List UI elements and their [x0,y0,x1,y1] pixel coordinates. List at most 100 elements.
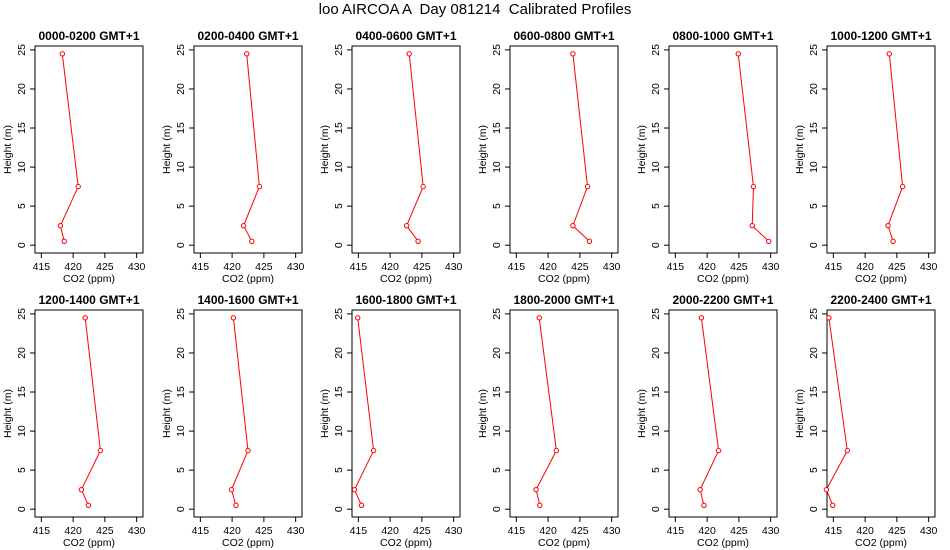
panel-title: 1600-1800 GMT+1 [355,293,456,307]
x-axis-label: CO2 (ppm) [222,273,274,285]
x-tick-label: 425 [888,525,906,537]
y-axis-label: Height (m) [319,389,331,438]
data-point [715,447,722,454]
x-tick-label: 430 [287,261,305,273]
panel: 1600-1800 GMT+1 415 420 425 430 0 5 10 15 20 25 CO2… [319,293,463,549]
y-tick-label: 20 [650,83,662,95]
y-tick-label: 5 [333,203,345,209]
x-tick-label: 420 [856,525,874,537]
data-point [75,183,81,190]
x-tick-label: 420 [381,525,399,537]
x-tick-label: 420 [381,261,399,273]
data-point [570,51,576,57]
profile-line [80,317,101,506]
y-tick-label: 25 [333,308,345,320]
y-axis-label: Height (m) [794,389,806,438]
plot-frame [351,309,461,518]
y-tick-label: 0 [650,242,662,248]
y-tick-label: 15 [16,122,28,134]
x-tick-label: 420 [539,261,557,273]
y-tick-label: 15 [333,386,345,398]
x-tick-label: 415 [350,261,368,273]
y-tick-label: 25 [650,308,662,320]
data-point [826,315,832,321]
y-tick-label: 20 [333,83,345,95]
y-tick-label: 10 [333,425,345,437]
data-point [415,238,421,244]
y-tick-label: 5 [175,203,187,209]
x-tick-label: 425 [255,261,273,273]
panel-title: 1400-1600 GMT+1 [197,293,298,307]
profile-line [887,53,904,242]
profile-line [535,317,557,506]
panel: 1200-1400 GMT+1 415 420 425 430 0 5 10 15 20 25 CO2… [2,293,146,549]
data-point [537,502,543,508]
x-tick-label: 415 [33,525,51,537]
data-point [351,486,358,493]
data-point [553,447,560,454]
y-axis-label: Height (m) [477,125,489,174]
x-tick-label: 425 [96,261,114,273]
x-tick-label: 415 [667,525,685,537]
profile-line [699,317,720,506]
plot-frame [193,45,303,254]
y-tick-label: 15 [333,122,345,134]
x-tick-label: 420 [64,261,82,273]
panel: 2200-2400 GMT+1 415 420 425 430 0 5 10 15 20 25 CO2… [794,293,938,549]
y-tick-label: 5 [491,203,503,209]
data-point [256,183,263,190]
y-tick-label: 20 [16,83,28,95]
data-point [85,502,92,508]
panel: 0600-0800 GMT+1 415 420 425 430 0 5 10 15 20 25 CO2… [477,29,621,285]
panel: 2000-2200 GMT+1 415 420 425 430 0 5 10 15 20 25 CO2… [636,293,780,549]
data-point [244,51,250,57]
data-point [701,502,707,508]
x-tick-label: 425 [413,525,431,537]
panel: 1400-1600 GMT+1 415 420 425 430 0 5 10 15 20 25 CO2… [161,293,305,549]
y-tick-label: 10 [491,161,503,173]
y-tick-label: 15 [16,386,28,398]
y-tick-label: 10 [650,425,662,437]
data-point [586,238,593,244]
x-tick-label: 420 [698,525,716,537]
plot-frame [668,309,778,518]
y-tick-label: 0 [16,242,28,248]
x-tick-label: 425 [571,525,589,537]
x-tick-label: 415 [825,525,843,537]
panel-title: 0800-1000 GMT+1 [672,29,773,43]
x-tick-label: 430 [287,525,305,537]
y-tick-label: 20 [175,347,187,359]
y-axis-label: Height (m) [636,389,648,438]
x-tick-label: 415 [667,261,685,273]
y-tick-label: 20 [491,83,503,95]
x-tick-label: 425 [413,261,431,273]
x-axis-label: CO2 (ppm) [538,537,590,549]
x-tick-label: 420 [223,261,241,273]
x-axis-label: CO2 (ppm) [538,273,590,285]
y-tick-label: 5 [16,467,28,473]
y-tick-label: 15 [491,386,503,398]
y-tick-label: 20 [650,347,662,359]
panel: 0800-1000 GMT+1 415 420 425 430 0 5 10 15 20 25 CO2… [636,29,780,285]
y-tick-label: 25 [808,44,820,56]
x-axis-label: CO2 (ppm) [855,273,907,285]
x-axis-label: CO2 (ppm) [63,273,115,285]
data-point [533,486,539,493]
x-axis-label: CO2 (ppm) [697,273,749,285]
y-tick-label: 5 [808,203,820,209]
data-point [57,222,64,229]
data-point [97,447,104,454]
x-tick-label: 425 [888,261,906,273]
y-tick-label: 10 [491,425,503,437]
data-point [240,222,247,229]
data-point [698,315,705,321]
data-point [750,183,757,190]
y-tick-label: 10 [16,425,28,437]
panel-title: 2200-2400 GMT+1 [830,293,931,307]
x-tick-label: 415 [508,525,526,537]
data-point [245,447,251,454]
y-axis-label: Height (m) [477,389,489,438]
panel-title: 1200-1400 GMT+1 [38,293,139,307]
x-axis-label: CO2 (ppm) [697,537,749,549]
y-tick-label: 10 [175,161,187,173]
